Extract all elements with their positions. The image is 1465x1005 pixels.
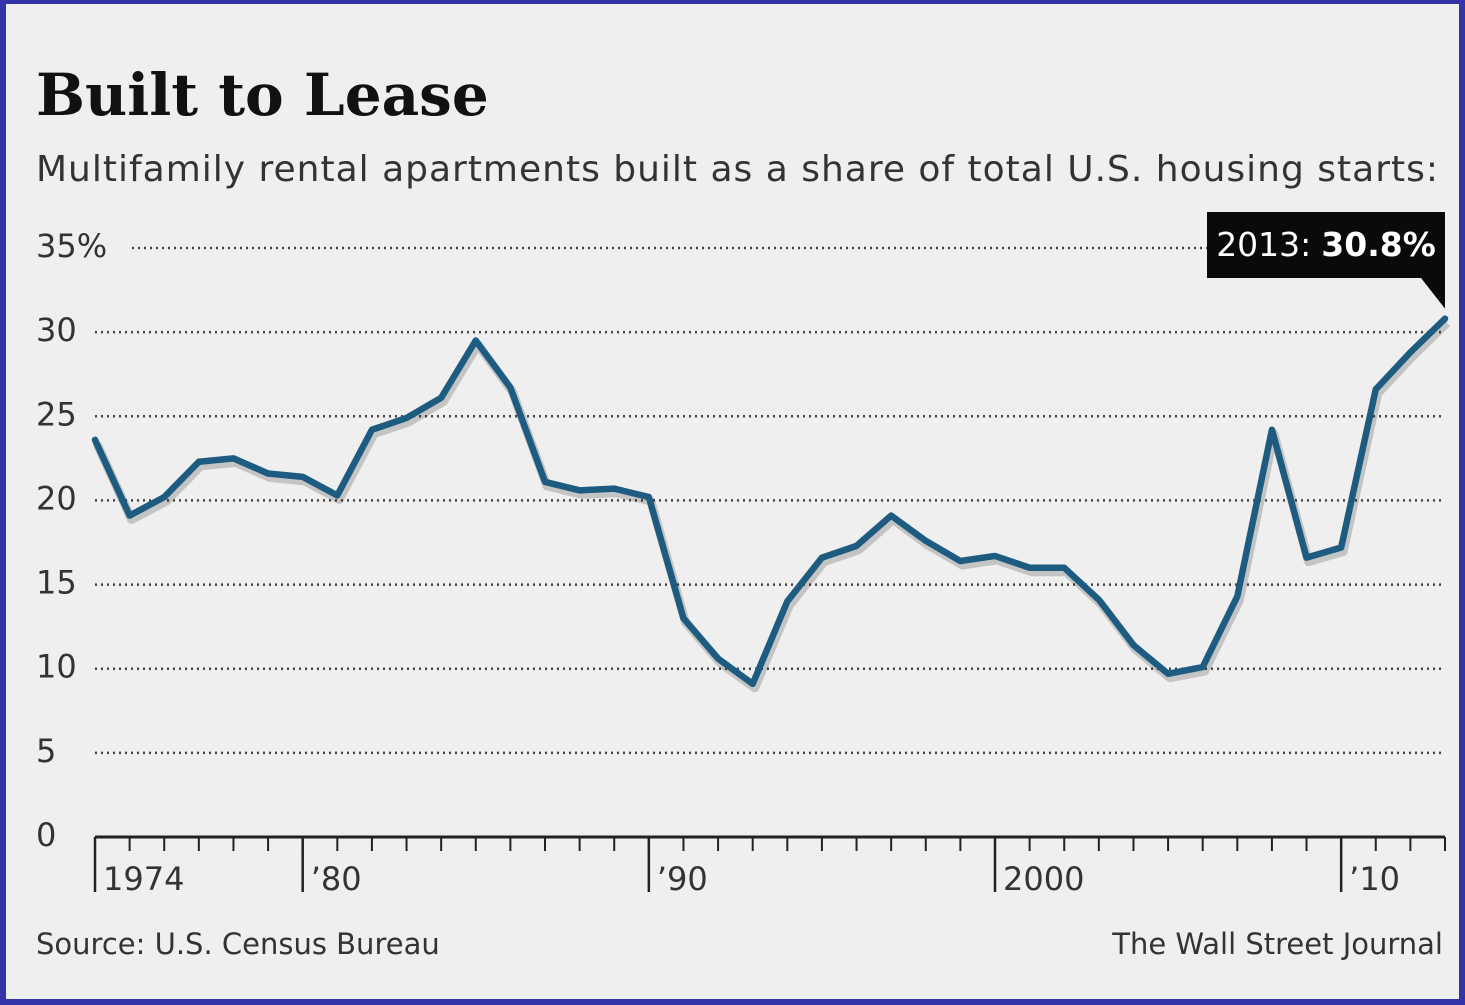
callout-prefix: 2013: xyxy=(1216,225,1311,264)
x-tick-label: ’90 xyxy=(657,860,708,898)
line xyxy=(91,315,1449,688)
y-tick-label: 25 xyxy=(36,395,77,433)
x-tick-label: ’10 xyxy=(1349,860,1400,898)
chart-title: Built to Lease xyxy=(36,61,489,129)
x-tick-label: ’80 xyxy=(311,860,362,898)
x-tick-label: 2000 xyxy=(1003,860,1084,898)
y-tick-label: 35% xyxy=(36,227,107,265)
chart: Built to Lease Multifamily rental apartm… xyxy=(6,4,1459,999)
y-tick-label: 10 xyxy=(36,648,77,686)
callout-box xyxy=(1207,212,1445,309)
y-tick-label: 5 xyxy=(36,732,56,770)
y-tick-label: 20 xyxy=(36,479,77,517)
y-tick-label: 15 xyxy=(36,564,77,602)
y-tick-label: 0 xyxy=(36,816,56,854)
callout-text: 2013: 30.8% xyxy=(1216,225,1436,264)
y-tick-label: 30 xyxy=(36,311,77,349)
credit: The Wall Street Journal xyxy=(1111,927,1443,961)
x-tick-label: 1974 xyxy=(103,860,184,898)
chart-subtitle: Multifamily rental apartments built as a… xyxy=(36,149,1438,190)
callout-value: 30.8% xyxy=(1321,225,1436,264)
source: Source: U.S. Census Bureau xyxy=(36,927,440,961)
